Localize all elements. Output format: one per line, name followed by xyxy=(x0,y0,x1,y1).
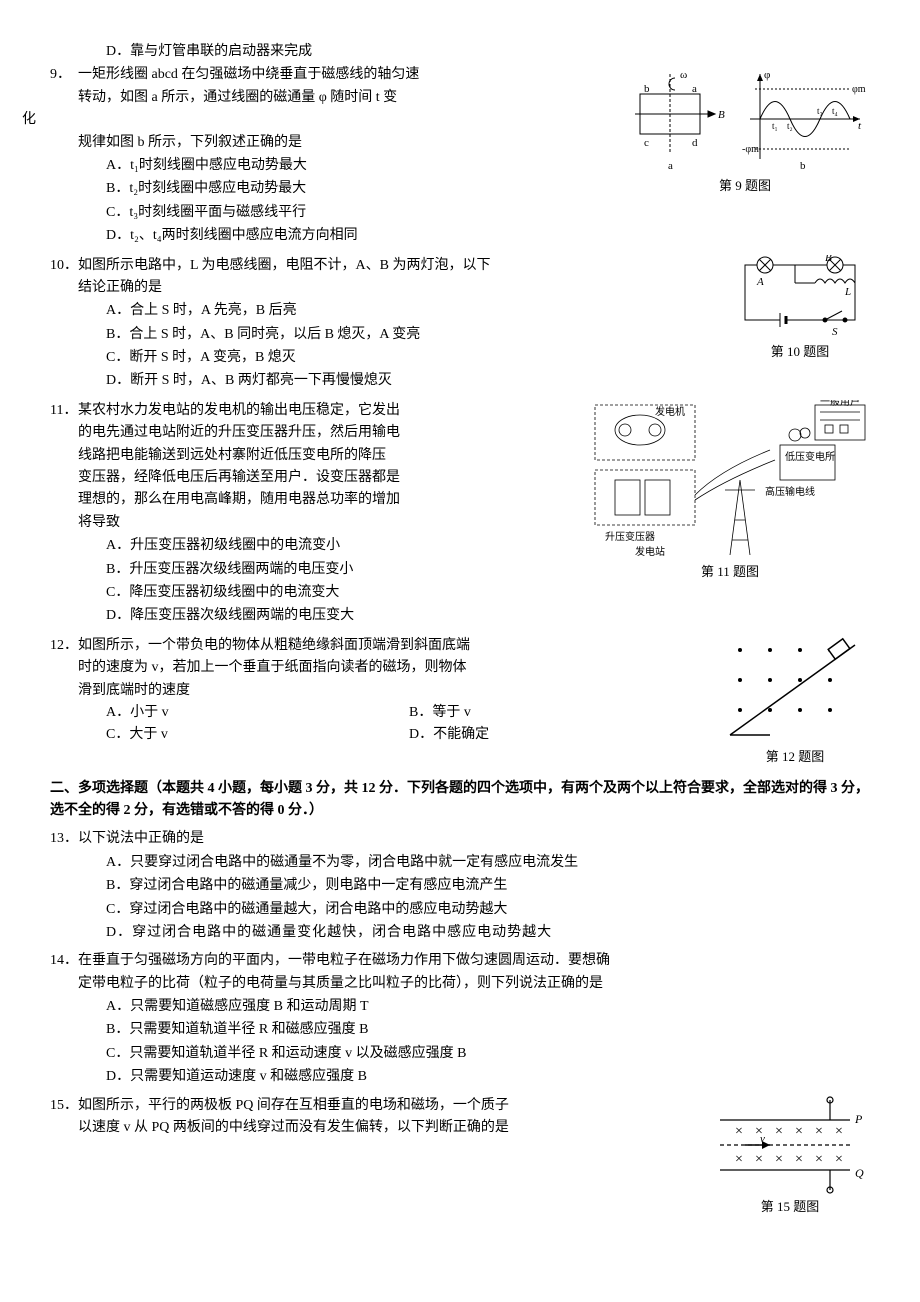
svg-text:低压变电所: 低压变电所 xyxy=(785,450,835,463)
q14-option-A: A．只需要知道磁感应强度 B 和运动周期 T xyxy=(50,996,870,1018)
figure-10: A B L S 第 10 题图 xyxy=(730,255,870,363)
question-15: ×××××× ×××××× P Q v 第 15 题图 15． 如图所示，平行的… xyxy=(50,1095,870,1218)
svg-text:-φm: -φm xyxy=(742,144,759,155)
q12-option-A: A．小于 v xyxy=(106,702,409,724)
figure-12: 第 12 题图 xyxy=(720,635,870,768)
figure-11: 发电机 升压变压器 发电站 高压输电线 低压变电所 一般用户 第 11 题图 xyxy=(590,400,870,583)
q13-option-B: B．穿过闭合电路中的磁通量减少，则电路中一定有感应电流产生 xyxy=(50,875,870,897)
svg-text:φm: φm xyxy=(852,84,866,95)
svg-text:一般用户: 一般用户 xyxy=(820,400,860,408)
q10-number: 10． xyxy=(50,255,78,277)
q10-option-D: D．断开 S 时，A、B 两灯都亮一下再慢慢熄灭 xyxy=(50,370,870,392)
svg-text:高压输电线: 高压输电线 xyxy=(765,485,815,498)
svg-text:×: × xyxy=(795,1152,803,1167)
q11-option-C: C．降压变压器初级线圈中的电流变大 xyxy=(50,582,870,604)
q14-stem-2: 定带电粒子的比荷（粒子的电荷量与其质量之比叫粒子的比荷），则下列说法正确的是 xyxy=(78,973,870,995)
question-13: 13． 以下说法中正确的是 A．只要穿过闭合电路中的磁通量不为零，闭合电路中就一… xyxy=(50,828,870,944)
q13-option-D: D．穿过闭合电路中的磁通量变化越快，闭合电路中感应电动势越大 xyxy=(50,922,870,944)
svg-text:P: P xyxy=(854,1112,863,1126)
q13-number: 13． xyxy=(50,828,78,850)
svg-text:b: b xyxy=(800,160,806,172)
q12-option-D: D．不能确定 xyxy=(409,724,712,746)
svg-text:b: b xyxy=(644,83,650,95)
svg-text:c: c xyxy=(644,137,649,149)
q14-number: 14． xyxy=(50,950,78,972)
svg-text:t₂: t₂ xyxy=(787,121,793,131)
svg-text:×: × xyxy=(775,1124,783,1139)
svg-text:v: v xyxy=(760,1133,765,1145)
svg-text:发电站: 发电站 xyxy=(635,545,665,558)
q14-stem-1: 在垂直于匀强磁场方向的平面内，一带电粒子在磁场力作用下做匀速圆周运动．要想确 xyxy=(78,950,870,972)
svg-text:×: × xyxy=(795,1124,803,1139)
svg-text:t₄: t₄ xyxy=(832,106,838,116)
q9-option-D: D．t₂、t₄两时刻线圈中感应电流方向相同 xyxy=(50,225,870,247)
svg-text:×: × xyxy=(735,1124,743,1139)
figure-12-caption: 第 12 题图 xyxy=(720,747,870,768)
figure-15-caption: 第 15 题图 xyxy=(710,1197,870,1218)
question-11: 发电机 升压变压器 发电站 高压输电线 低压变电所 一般用户 第 11 题图 1… xyxy=(50,400,870,629)
q9-number: 9． xyxy=(50,64,71,86)
svg-text:φ: φ xyxy=(764,69,770,81)
q12-number: 12． xyxy=(50,635,78,657)
q8-option-D: D．靠与灯管串联的启动器来完成 xyxy=(50,41,870,63)
q14-option-D: D．只需要知道运动速度 v 和磁感应强度 B xyxy=(50,1066,870,1088)
q12-option-B: B．等于 v xyxy=(409,702,712,724)
q11-option-D: D．降压变压器次级线圈两端的电压变大 xyxy=(50,605,870,627)
q12-option-C: C．大于 v xyxy=(106,724,409,746)
q9-option-C: C．t₃时刻线圈平面与磁感线平行 xyxy=(50,202,870,224)
svg-text:×: × xyxy=(775,1152,783,1167)
svg-text:B: B xyxy=(718,109,725,121)
q13-stem: 以下说法中正确的是 xyxy=(50,828,870,850)
svg-text:ω: ω xyxy=(680,69,687,81)
question-14: 14． 在垂直于匀强磁场方向的平面内，一带电粒子在磁场力作用下做匀速圆周运动．要… xyxy=(50,950,870,1088)
figure-15: ×××××× ×××××× P Q v 第 15 题图 xyxy=(710,1095,870,1218)
question-9: b a c d B ω a φ φm -φm t t₁ t₂ xyxy=(50,64,870,248)
svg-text:×: × xyxy=(835,1124,843,1139)
q13-option-A: A．只要穿过闭合电路中的磁通量不为零，闭合电路中就一定有感应电流发生 xyxy=(50,852,870,874)
figure-11-caption: 第 11 题图 xyxy=(590,562,870,583)
svg-text:Q: Q xyxy=(855,1166,864,1180)
figure-9-caption: 第 9 题图 xyxy=(620,176,870,197)
svg-text:×: × xyxy=(815,1152,823,1167)
svg-text:升压变压器: 升压变压器 xyxy=(605,530,655,543)
svg-text:发电机: 发电机 xyxy=(655,405,685,418)
svg-text:×: × xyxy=(755,1152,763,1167)
svg-text:L: L xyxy=(844,286,851,298)
q15-number: 15． xyxy=(50,1095,78,1117)
q13-option-C: C．穿过闭合电路中的磁通量越大，闭合电路中的感应电动势越大 xyxy=(50,899,870,921)
svg-text:t: t xyxy=(858,120,862,132)
svg-text:A: A xyxy=(756,276,764,288)
svg-text:d: d xyxy=(692,137,698,149)
svg-text:B: B xyxy=(825,255,832,264)
question-12: 第 12 题图 12． 如图所示，一个带负电的物体从粗糙绝缘斜面顶端滑到斜面底端… xyxy=(50,635,870,768)
svg-text:t₃: t₃ xyxy=(817,106,823,116)
svg-text:a: a xyxy=(692,83,697,95)
q14-option-B: B．只需要知道轨道半径 R 和磁感应强度 B xyxy=(50,1019,870,1041)
section-2-title: 二、多项选择题（本题共 4 小题，每小题 3 分，共 12 分．下列各题的四个选… xyxy=(50,778,870,823)
figure-9: b a c d B ω a φ φm -φm t t₁ t₂ xyxy=(620,64,870,197)
figure-10-caption: 第 10 题图 xyxy=(730,342,870,363)
svg-text:S: S xyxy=(832,326,838,338)
q14-option-C: C．只需要知道轨道半径 R 和运动速度 v 以及磁感应强度 B xyxy=(50,1043,870,1065)
question-10: A B L S 第 10 题图 10． 如图所示电路中，L 为电感线圈，电阻不计… xyxy=(50,255,870,394)
svg-text:×: × xyxy=(835,1152,843,1167)
q11-number: 11． xyxy=(50,400,77,422)
svg-text:×: × xyxy=(815,1124,823,1139)
svg-text:×: × xyxy=(735,1152,743,1167)
svg-text:a: a xyxy=(668,160,673,172)
svg-text:t₁: t₁ xyxy=(772,121,778,131)
